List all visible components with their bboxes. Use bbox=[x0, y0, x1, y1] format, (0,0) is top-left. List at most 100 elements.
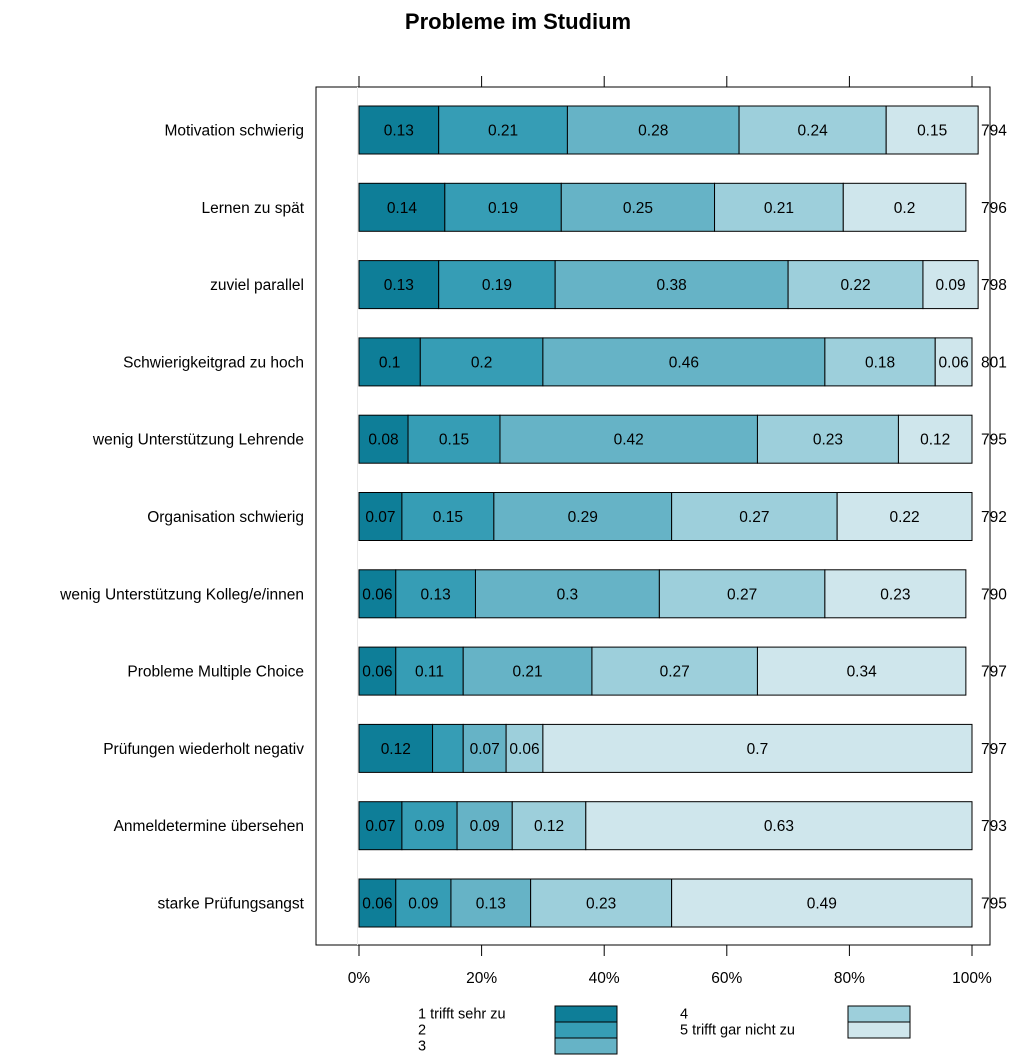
segment-label: 0.13 bbox=[384, 277, 414, 294]
category-label: Probleme Multiple Choice bbox=[127, 664, 304, 681]
bar-segment bbox=[493, 492, 673, 541]
bar-row: Lernen zu spät 0.14 0.19 0.25 0.21 0.2 796 bbox=[201, 182, 1007, 232]
bar-segment bbox=[714, 182, 844, 232]
segment-label: 0.14 bbox=[387, 200, 418, 217]
segment-label: 0.06 bbox=[362, 586, 392, 603]
segment-label: 0.21 bbox=[512, 664, 542, 681]
bar-segment bbox=[358, 569, 397, 619]
segment-label: 0.3 bbox=[557, 586, 579, 603]
segment-label: 0.23 bbox=[880, 586, 910, 603]
n-label: 790 bbox=[981, 586, 1007, 603]
bar-segment bbox=[419, 337, 544, 387]
bar-segment bbox=[444, 182, 562, 232]
plot-frame bbox=[315, 86, 991, 946]
segment-label: 0.07 bbox=[365, 509, 395, 526]
n-label: 801 bbox=[981, 354, 1007, 371]
bar-segment bbox=[358, 337, 421, 387]
x-tick-label: 0% bbox=[348, 970, 371, 987]
bar-segment bbox=[554, 260, 789, 310]
legend-label: 3 bbox=[418, 1039, 426, 1055]
n-label: 797 bbox=[981, 664, 1007, 681]
segment-label: 0.06 bbox=[362, 664, 392, 681]
x-tick-label: 80% bbox=[834, 970, 865, 987]
bar-segment bbox=[395, 878, 452, 928]
category-label: Motivation schwierig bbox=[164, 123, 304, 140]
legend-label: 2 bbox=[418, 1023, 426, 1039]
bar-segment bbox=[438, 105, 568, 155]
segment-label: 0.25 bbox=[623, 200, 653, 217]
segment-label: 0.2 bbox=[471, 354, 493, 371]
segment-label: 0.07 bbox=[470, 741, 500, 758]
bar-segment bbox=[934, 337, 973, 387]
bar-segment bbox=[358, 878, 397, 928]
bar-segment bbox=[432, 723, 464, 773]
bar-segment bbox=[560, 182, 716, 232]
legend-swatch bbox=[554, 1005, 618, 1023]
bar-segment bbox=[438, 260, 556, 310]
segment-label: 0.46 bbox=[669, 354, 699, 371]
segment-label: 0.1 bbox=[379, 354, 401, 371]
bar-segment bbox=[897, 414, 973, 464]
n-label: 792 bbox=[981, 509, 1007, 526]
category-label: Prüfungen wiederholt negativ bbox=[103, 741, 304, 758]
bar-row: wenig Unterstützung Lehrende 0.08 0.15 0.42… bbox=[92, 414, 1007, 464]
segment-label: 0.06 bbox=[362, 896, 392, 913]
segment-label: 0.12 bbox=[920, 432, 950, 449]
segment-label: 0.08 bbox=[368, 432, 398, 449]
n-label: 793 bbox=[981, 818, 1007, 835]
bar-segment bbox=[358, 260, 440, 310]
n-label: 798 bbox=[981, 277, 1007, 294]
category-label: wenig Unterstützung Kolleg/e/innen bbox=[59, 586, 304, 603]
segment-label: 0.27 bbox=[727, 586, 757, 603]
x-tick-label: 60% bbox=[711, 970, 742, 987]
segment-label: 0.09 bbox=[414, 818, 444, 835]
bar-segment bbox=[542, 723, 973, 773]
bar-row: starke Prüfungsangst 0.06 0.09 0.13 0.23 0.49… bbox=[158, 878, 1007, 928]
bar-row: Schwierigkeitgrad zu hoch 0.1 0.2 0.46 0.18 0… bbox=[123, 337, 1007, 387]
segment-label: 0.06 bbox=[509, 741, 539, 758]
segment-label: 0.28 bbox=[638, 123, 668, 140]
bar-segment bbox=[358, 646, 397, 696]
segment-label: 0.22 bbox=[889, 509, 919, 526]
segment-label: 0.2 bbox=[894, 200, 916, 217]
bar-segment bbox=[505, 723, 544, 773]
bar-segment bbox=[358, 723, 434, 773]
legend-swatch bbox=[847, 1005, 911, 1023]
segment-label: 0.13 bbox=[384, 123, 414, 140]
n-label: 794 bbox=[981, 123, 1007, 140]
segment-label: 0.09 bbox=[935, 277, 965, 294]
segment-label: 0.27 bbox=[739, 509, 769, 526]
chart-title: Probleme im Studium bbox=[405, 9, 631, 34]
bar-segment bbox=[462, 646, 593, 696]
bar-segment bbox=[395, 569, 476, 619]
segment-label: 0.07 bbox=[365, 818, 395, 835]
x-tick-label: 100% bbox=[952, 970, 992, 987]
bar-segment bbox=[671, 878, 973, 928]
legend-swatch bbox=[554, 1021, 618, 1039]
legend-swatch bbox=[554, 1037, 618, 1055]
bar-row: Probleme Multiple Choice 0.06 0.11 0.21 0.27… bbox=[127, 646, 1007, 696]
segment-label: 0.63 bbox=[764, 818, 794, 835]
segment-label: 0.15 bbox=[433, 509, 463, 526]
category-label: Lernen zu spät bbox=[201, 200, 304, 217]
segment-label: 0.12 bbox=[534, 818, 564, 835]
segment-label: 0.42 bbox=[614, 432, 644, 449]
legend-swatch bbox=[847, 1021, 911, 1039]
bar-segment bbox=[824, 337, 936, 387]
segment-label: 0.19 bbox=[488, 200, 518, 217]
bar-segment bbox=[842, 182, 967, 232]
bar-segment bbox=[756, 646, 967, 696]
segment-label: 0.34 bbox=[847, 664, 878, 681]
category-label: Schwierigkeitgrad zu hoch bbox=[123, 354, 304, 371]
bar-segment bbox=[401, 801, 458, 851]
bar-segment bbox=[358, 414, 409, 464]
segment-label: 0.12 bbox=[381, 741, 411, 758]
bar-row: wenig Unterstützung Kolleg/e/innen 0.06 0.… bbox=[59, 569, 1007, 619]
segment-label: 0.09 bbox=[408, 896, 438, 913]
segment-label: 0.15 bbox=[439, 432, 469, 449]
category-label: wenig Unterstützung Lehrende bbox=[92, 432, 304, 449]
segment-label: 0.18 bbox=[865, 354, 895, 371]
category-label: Organisation schwierig bbox=[147, 509, 304, 526]
